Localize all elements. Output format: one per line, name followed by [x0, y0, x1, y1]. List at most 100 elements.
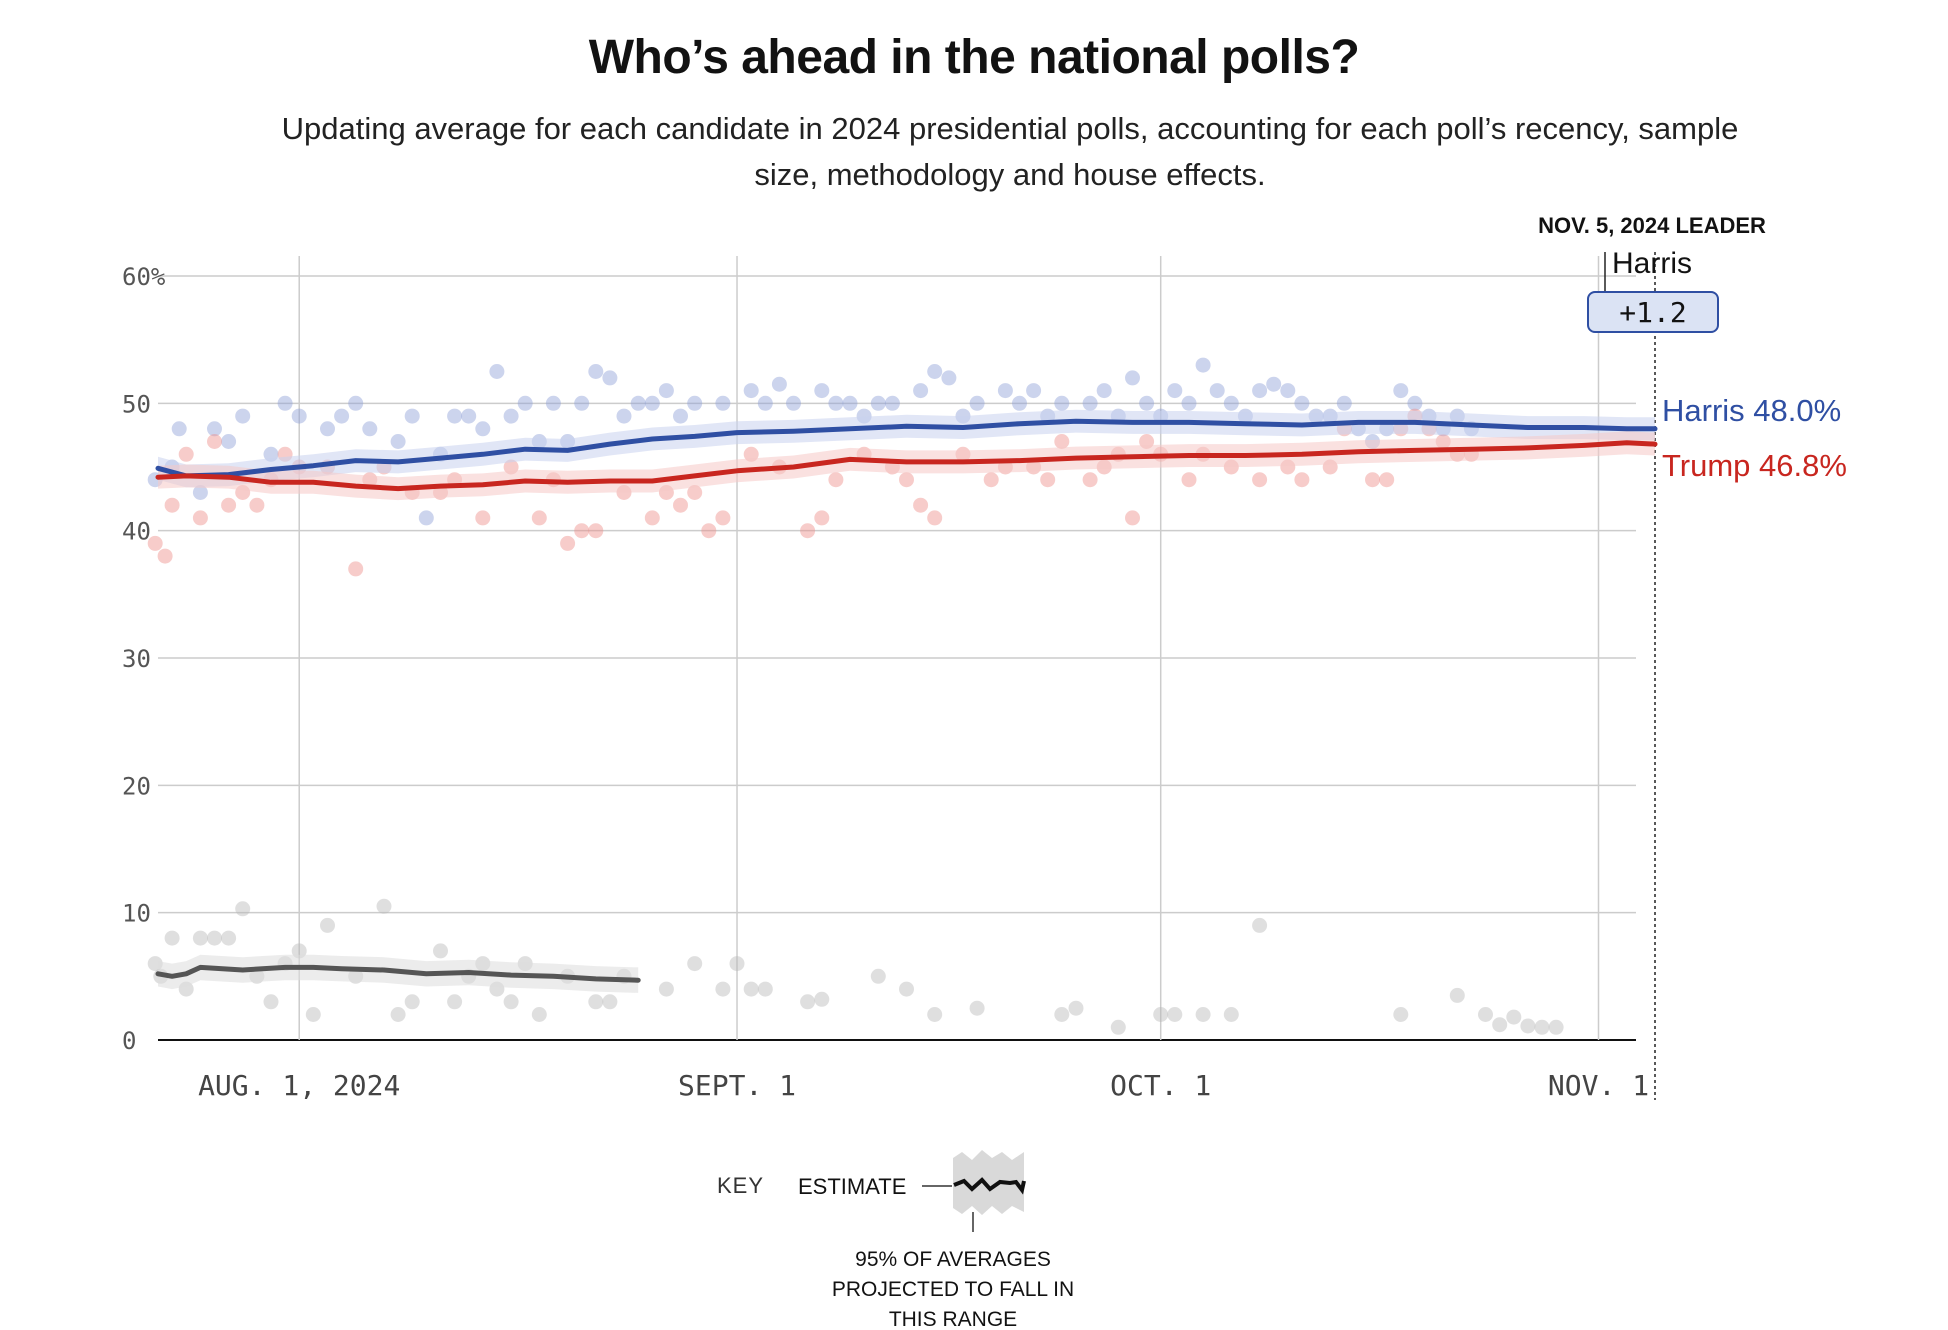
harris-poll-point — [1336, 395, 1352, 411]
other-poll-point — [814, 991, 830, 1007]
harris-poll-point — [192, 485, 208, 500]
other-poll-point — [207, 930, 222, 946]
key-note-3: THIS RANGE — [889, 1308, 1017, 1330]
harris-poll-point — [517, 395, 533, 411]
harris-poll-point — [588, 364, 604, 379]
other-poll-point — [1449, 987, 1465, 1003]
harris-poll-point — [475, 421, 491, 437]
trump-poll-point — [828, 472, 844, 488]
x-tick-label: AUG. 1, 2024 — [198, 1069, 400, 1102]
other-poll-point — [715, 981, 731, 997]
other-poll-point — [164, 930, 180, 946]
trump-poll-point — [1181, 472, 1197, 488]
harris-poll-point — [1181, 395, 1197, 411]
harris-poll-point — [842, 395, 858, 411]
harris-poll-point — [870, 395, 886, 411]
key-range-band — [953, 1150, 1024, 1215]
harris-poll-point — [969, 395, 985, 411]
x-tick-label: OCT. 1 — [1110, 1069, 1211, 1102]
trump-poll-point — [1082, 472, 1098, 488]
other-poll-point — [899, 981, 914, 997]
trump-poll-point — [715, 510, 731, 526]
other-poll-point — [687, 956, 703, 972]
chart-subtitle: Updating average for each candidate in 2… — [281, 111, 1739, 192]
harris-poll-point — [235, 408, 251, 424]
trump-poll-point — [644, 510, 660, 526]
harris-poll-point — [1125, 370, 1140, 386]
trump-poll-point — [899, 472, 914, 488]
other-poll-point — [800, 994, 816, 1010]
trump-poll-point — [164, 497, 180, 513]
key-estimate-line — [953, 1177, 1026, 1195]
harris-poll-point — [1054, 395, 1070, 411]
harris-poll-point — [1012, 395, 1027, 411]
other-poll-point — [1548, 1019, 1564, 1035]
trump-poll-point — [814, 510, 830, 526]
harris-end-label: Harris 48.0% — [1662, 393, 1841, 428]
other-poll-point — [320, 917, 335, 933]
x-tick-label: SEPT. 1 — [678, 1069, 796, 1102]
key-note-1: 95% OF AVERAGES — [855, 1248, 1051, 1271]
other-poll-point — [729, 956, 745, 972]
other-poll-point — [1506, 1009, 1522, 1025]
trump-end-label: Trump 46.8% — [1662, 448, 1847, 483]
other-poll-point — [1068, 1000, 1084, 1016]
harris-poll-point — [1280, 383, 1296, 399]
other-poll-point — [1252, 917, 1268, 933]
leader-name: Harris — [1612, 247, 1692, 280]
other-poll-point — [1478, 1007, 1493, 1022]
harris-poll-point — [927, 364, 943, 379]
other-poll-point — [870, 968, 886, 984]
harris-poll-point — [1139, 395, 1155, 411]
trump-poll-point — [348, 561, 364, 577]
other-trend-line — [155, 964, 641, 983]
harris-poll-point — [1266, 376, 1282, 392]
harris-poll-point — [1167, 383, 1183, 399]
trump-poll-point — [192, 510, 208, 526]
trump-poll-point — [927, 510, 943, 526]
other-poll-point — [1534, 1019, 1550, 1035]
leader-margin-box — [1587, 291, 1719, 333]
harris-poll-point — [1096, 383, 1112, 399]
other-band — [158, 954, 639, 993]
other-poll-point — [1153, 1007, 1169, 1022]
harris-poll-point — [390, 434, 406, 449]
harris-poll-point — [913, 383, 929, 399]
y-tick-label: 0 — [122, 1027, 136, 1055]
key-note-2: PROJECTED TO FALL IN — [832, 1278, 1074, 1301]
harris-poll-point — [941, 370, 957, 386]
harris-poll-point — [1195, 357, 1211, 373]
harris-poll-point — [171, 421, 187, 437]
harris-band — [158, 409, 1655, 488]
harris-poll-point — [574, 395, 590, 411]
other-poll-point — [1054, 1007, 1070, 1022]
harris-poll-point — [1393, 383, 1409, 399]
harris-poll-point — [687, 395, 703, 411]
other-poll-point — [1110, 1019, 1126, 1035]
harris-poll-point — [489, 364, 505, 379]
trump-poll-point — [1252, 472, 1268, 488]
y-tick-label: 50 — [122, 390, 151, 418]
trump-poll-point — [1040, 472, 1056, 488]
harris-poll-point — [348, 395, 364, 411]
other-poll-point — [390, 1007, 406, 1022]
harris-poll-point — [884, 395, 900, 411]
other-poll-point — [376, 898, 392, 914]
harris-poll-point — [1223, 395, 1239, 411]
other-poll-point — [757, 981, 773, 997]
y-tick-label: 60% — [122, 263, 166, 291]
other-poll-point — [263, 994, 279, 1010]
trump-poll-point — [687, 485, 703, 500]
other-poll-point — [1195, 1007, 1211, 1022]
trump-poll-point — [1125, 510, 1140, 526]
trend-lines — [155, 418, 1658, 983]
trump-poll-point — [531, 510, 547, 526]
harris-poll-point — [630, 395, 646, 411]
harris-poll-point — [362, 421, 378, 437]
harris-poll-point — [221, 434, 237, 449]
x-tick-label: NOV. 1 — [1548, 1069, 1649, 1102]
trump-poll-point — [560, 535, 576, 551]
other-poll-point — [404, 994, 420, 1010]
y-tick-label: 20 — [122, 772, 151, 800]
